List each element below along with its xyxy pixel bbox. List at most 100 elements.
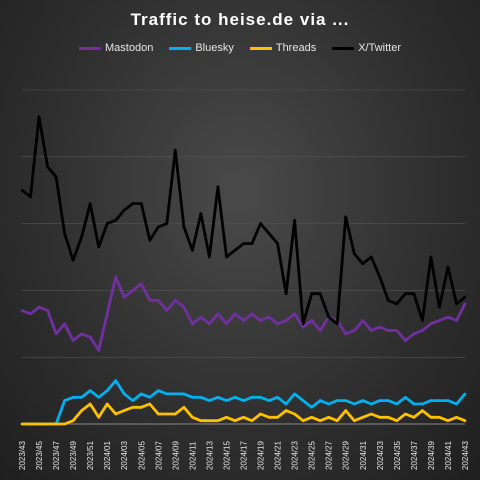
x-tick-label: 2024/15 (223, 441, 232, 470)
data-point-x-twitter (37, 115, 41, 118)
data-point-threads (105, 402, 109, 406)
x-tick-label: 2023/49 (69, 441, 78, 470)
data-point-threads (140, 406, 143, 409)
data-point-x-twitter (378, 275, 382, 279)
data-point-threads (233, 419, 237, 423)
data-point-x-twitter (310, 292, 314, 296)
legend-item-bluesky: Bluesky (169, 42, 234, 54)
data-point-x-twitter (20, 188, 24, 192)
x-tick-label: 2024/03 (120, 441, 129, 470)
data-point-mastodon (242, 319, 245, 322)
data-point-threads (46, 422, 49, 426)
data-point-x-twitter (80, 235, 83, 239)
x-tick-label: 2024/29 (342, 441, 351, 470)
data-point-bluesky (387, 399, 390, 402)
data-point-bluesky (429, 399, 433, 402)
data-point-bluesky (455, 402, 458, 406)
data-point-bluesky (446, 399, 450, 402)
legend-label-x-twitter: X/Twitter (358, 42, 401, 54)
data-point-x-twitter (404, 292, 407, 296)
data-point-mastodon (276, 322, 279, 326)
data-point-threads (412, 416, 416, 419)
data-point-threads (71, 419, 75, 423)
data-point-mastodon (463, 302, 467, 306)
x-tick-label: 2024/39 (427, 441, 436, 470)
data-point-threads (318, 419, 322, 423)
data-point-bluesky (174, 392, 177, 396)
data-point-x-twitter (429, 255, 433, 259)
legend-swatch-mastodon (79, 46, 101, 50)
data-point-bluesky (353, 402, 356, 406)
x-tick-label: 2023/47 (52, 441, 61, 470)
data-point-x-twitter (71, 259, 75, 262)
data-point-bluesky (404, 396, 407, 399)
data-point-bluesky (250, 396, 254, 399)
data-point-mastodon (233, 312, 237, 316)
x-tick-label: 2024/05 (137, 441, 146, 470)
data-point-x-twitter (216, 185, 220, 189)
data-point-bluesky (191, 396, 194, 399)
data-point-bluesky (344, 399, 348, 402)
data-point-threads (165, 412, 169, 416)
data-point-x-twitter (463, 295, 467, 299)
x-tick-label: 2024/07 (154, 441, 163, 470)
legend-swatch-bluesky (169, 46, 192, 50)
data-point-x-twitter (327, 315, 331, 319)
x-tick-label: 2023/43 (18, 441, 27, 470)
data-point-bluesky (233, 396, 237, 399)
data-point-bluesky (361, 399, 365, 402)
data-point-bluesky (370, 402, 373, 406)
data-point-threads (387, 416, 390, 419)
data-point-mastodon (131, 289, 135, 292)
data-point-mastodon (370, 329, 373, 332)
series-line-threads (22, 402, 466, 426)
data-point-bluesky (225, 399, 228, 402)
x-tick-label: 2024/23 (291, 441, 300, 470)
data-point-mastodon (353, 329, 356, 332)
data-point-threads (301, 419, 305, 423)
series-lines (20, 115, 467, 426)
data-point-x-twitter (105, 222, 109, 225)
data-point-threads (370, 412, 373, 416)
data-point-bluesky (122, 392, 126, 396)
data-point-bluesky (63, 399, 66, 402)
x-tick-label: 2024/35 (393, 441, 402, 470)
data-point-mastodon (46, 309, 49, 312)
data-point-mastodon (37, 305, 41, 309)
data-point-bluesky (395, 402, 399, 406)
data-point-mastodon (284, 319, 288, 322)
data-point-threads (122, 409, 126, 412)
data-point-x-twitter (267, 232, 271, 235)
data-point-mastodon (208, 322, 211, 326)
data-point-threads (259, 412, 262, 416)
data-point-bluesky (157, 389, 160, 392)
data-point-x-twitter (455, 302, 458, 306)
data-point-x-twitter (361, 262, 365, 266)
data-point-bluesky (208, 399, 211, 402)
series-mastodon (20, 275, 467, 352)
data-point-x-twitter (122, 208, 126, 212)
data-point-bluesky (276, 396, 279, 399)
data-point-bluesky (242, 399, 245, 402)
data-point-threads (54, 422, 58, 426)
data-point-bluesky (284, 402, 288, 406)
data-point-threads (310, 416, 314, 419)
data-point-threads (174, 412, 177, 416)
data-point-mastodon (71, 339, 75, 342)
data-point-threads (446, 419, 450, 423)
data-point-threads (344, 409, 348, 412)
x-axis-ticks: 2023/43 2023/45 2023/47 2023/49 2023/51 2024/… (18, 441, 470, 470)
data-point-threads (182, 406, 186, 409)
data-point-mastodon (446, 315, 450, 319)
data-point-x-twitter (387, 299, 390, 302)
data-point-bluesky (259, 396, 262, 399)
data-point-mastodon (421, 329, 424, 332)
data-point-mastodon (148, 299, 152, 302)
data-point-threads (267, 416, 271, 419)
data-point-x-twitter (88, 202, 92, 205)
data-point-bluesky (140, 392, 143, 396)
data-point-threads (199, 419, 203, 423)
data-point-bluesky (71, 396, 75, 399)
data-point-mastodon (318, 329, 322, 332)
